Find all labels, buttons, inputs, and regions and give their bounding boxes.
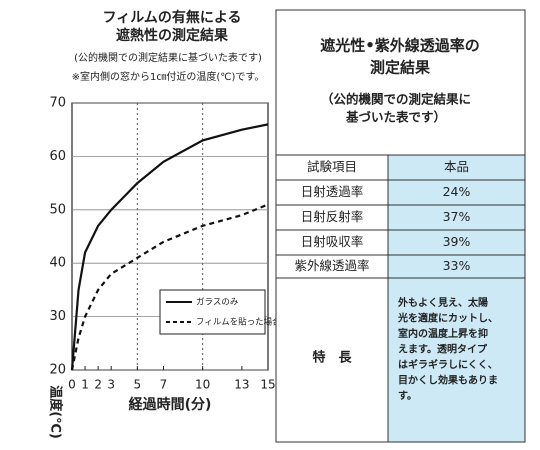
table-title: 測定結果 [370,59,431,77]
x-tick-label: 5 [134,378,142,392]
feature-text: 室内の温度上昇を抑 [398,327,488,340]
feature-text: 目かくし効果もありま [398,374,498,387]
legend-label: フィルムを貼った場合 [196,317,281,328]
y-tick-label: 20 [49,363,66,378]
x-tick-label: 0 [68,378,76,392]
table-cell: 24% [443,184,471,199]
chart-title: 遮熱性の測定結果 [116,27,229,44]
x-tick-label: 15 [260,378,275,392]
table-cell: 日射吸収率 [301,234,364,249]
feature-text: 光を適度にカットし、 [397,312,498,325]
table-cell-blue [387,277,526,443]
y-tick-label: 40 [49,256,66,271]
feature-label: 特 長 [312,350,352,366]
y-tick-label: 60 [49,149,66,164]
table-cell: 紫外線透過率 [294,258,369,273]
legend-label: ガラスのみ [196,297,239,308]
x-tick-label: 1 [81,378,89,392]
x-tick-label: 7 [160,378,168,392]
feature-text: す。 [398,390,417,402]
table-cell-blue [387,229,526,256]
table-cell: 33% [443,258,471,273]
chart-note: ※室内側の窓から1㎝付近の温度(℃)です。 [72,70,265,83]
chart-title: フィルムの有無による [102,9,241,26]
table-subtitle: 基づいた表です） [345,110,446,125]
table-cell: 日射透過率 [301,184,364,199]
table-cell: 試験項目 [307,159,357,174]
x-axis-label: 経過時間(分) [129,396,212,413]
feature-text: えます。透明タイプ [398,343,488,356]
table-cell: 39% [443,234,471,249]
table-subtitle: （公的機関での測定結果に [321,92,471,107]
series-line [70,123,269,371]
y-axis-label: 温度(℃) [48,385,64,439]
x-tick-label: 13 [234,378,249,392]
x-tick-label: 2 [94,378,102,392]
series-line [70,203,269,371]
table-cell-blue [387,179,526,206]
table-cell: 37% [443,209,471,224]
chart-subtitle: (公的機関での測定結果に基づいた表です) [74,51,262,64]
x-tick-label: 10 [195,378,210,392]
table-cell: 本品 [444,159,469,174]
table-title: 遮光性•紫外線透過率の [320,37,480,55]
y-tick-label: 70 [49,96,66,111]
feature-text: 外もよく見え、太陽 [397,296,488,309]
legend-box [159,289,266,335]
y-tick-label: 30 [49,309,66,324]
x-tick-label: 3 [107,378,115,392]
y-tick-label: 50 [49,202,66,217]
table-cell: 日射反射率 [301,209,364,224]
feature-text: はギラギラしにくく、 [398,358,498,371]
